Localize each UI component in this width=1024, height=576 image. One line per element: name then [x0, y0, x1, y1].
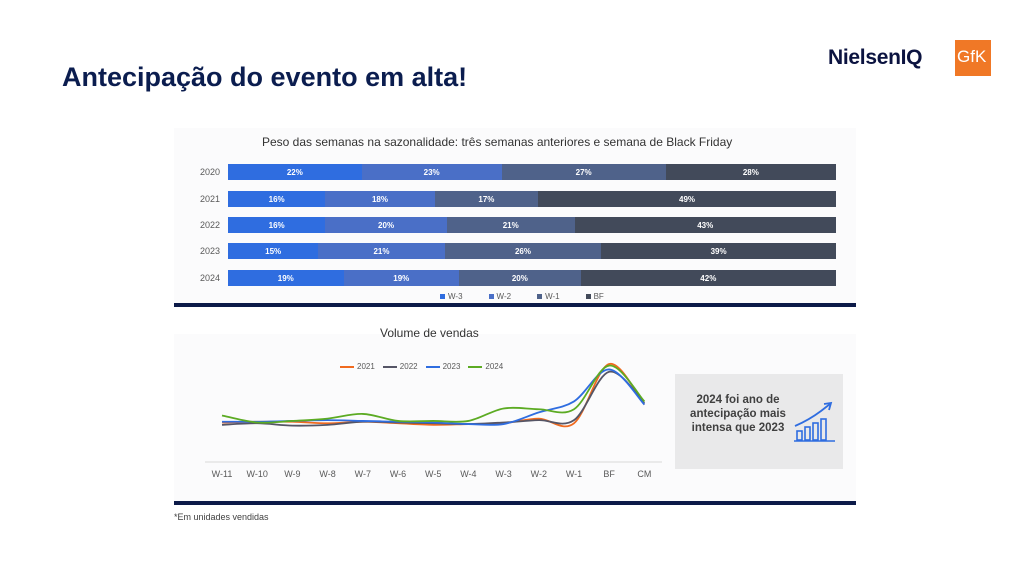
legend-swatch	[440, 294, 445, 299]
line-chart-title: Volume de vendas	[380, 326, 479, 340]
legend-label: W-3	[448, 292, 463, 301]
nielseniq-logo: NielsenIQ	[828, 46, 923, 69]
bar-chart-panel-divider	[174, 303, 856, 307]
bar-year-label: 2021	[199, 194, 220, 204]
bar-segment: 22%	[228, 164, 362, 180]
insight-callout: 2024 foi ano de antecipação mais intensa…	[675, 374, 843, 469]
bar-segment: 23%	[361, 164, 502, 180]
bar-row: 15% 21% 26% 39%	[228, 243, 836, 259]
legend-line-swatch	[468, 365, 483, 368]
x-tick-label: W-10	[246, 469, 268, 479]
bar-segment: 16%	[228, 217, 326, 233]
legend-line-swatch	[382, 365, 397, 368]
line-chart-legend: 2021 2022 2023 2024	[340, 362, 511, 371]
page-title: Antecipação do evento em alta!	[62, 62, 468, 92]
line-legend-item: 2023	[425, 362, 461, 371]
footnote: *Em unidades vendidas	[174, 512, 269, 522]
x-tick-label: BF	[603, 469, 615, 479]
x-tick-label: W-6	[389, 469, 407, 479]
bar-segment: 28%	[665, 164, 836, 180]
bar-segment: 49%	[538, 191, 836, 207]
legend-item: BF	[585, 292, 604, 301]
bar-row: 16% 20% 21% 43%	[228, 217, 836, 233]
bar-segment: 18%	[325, 191, 435, 207]
bar-chart-title: Peso das semanas na sazonalidade: três s…	[262, 135, 733, 149]
bar-row: 16% 18% 17% 49%	[228, 191, 836, 207]
bar-segment: 21%	[446, 217, 575, 233]
x-tick-label: W-2	[530, 469, 547, 479]
bar-segment: 19%	[343, 270, 460, 286]
x-tick-label: CM	[637, 469, 652, 479]
x-tick-label: W-1	[565, 469, 583, 479]
callout-text: 2024 foi ano de antecipação mais intensa…	[690, 394, 786, 434]
legend-label: W-2	[496, 292, 512, 301]
x-tick-label: W-4	[460, 469, 477, 479]
x-tick-label: W-7	[354, 469, 371, 479]
bar-row: 19% 19% 20% 42%	[228, 270, 836, 286]
legend-item: W-1	[537, 292, 560, 301]
bar-segment: 26%	[444, 243, 602, 259]
bar-segment: 16%	[228, 191, 326, 207]
legend-label: W-1	[545, 292, 560, 301]
legend-label: 2024	[485, 362, 504, 371]
legend-item: W-2	[488, 292, 512, 301]
line-legend-item: 2022	[382, 362, 418, 371]
legend-swatch	[537, 294, 543, 299]
gfk-logo-text: GfK	[957, 47, 987, 66]
gfk-logo: GfK	[955, 40, 991, 76]
bar-row: 22% 23% 27% 28%	[228, 164, 836, 180]
x-tick-label: W-11	[211, 469, 233, 479]
x-tick-label: W-9	[284, 469, 301, 479]
bar-segment: 27%	[501, 164, 666, 180]
legend-swatch	[585, 294, 591, 299]
x-tick-label: W-5	[425, 469, 442, 479]
legend-label: 2023	[442, 362, 461, 371]
bar-year-label: 2024	[199, 273, 220, 283]
x-tick-label: W-8	[319, 469, 336, 479]
bar-segment: 20%	[325, 217, 447, 233]
bar-segment: 42%	[580, 270, 836, 286]
legend-item: W-3	[440, 292, 463, 301]
bar-year-label: 2022	[199, 220, 220, 230]
legend-swatch	[488, 294, 494, 299]
legend-label: 2022	[399, 362, 418, 371]
bar-segment: 21%	[318, 243, 445, 259]
bar-segment: 19%	[228, 270, 344, 286]
bar-segment: 15%	[228, 243, 319, 259]
legend-label: 2021	[357, 362, 375, 371]
bar-year-label: 2023	[199, 246, 220, 256]
legend-line-swatch	[340, 365, 354, 368]
legend-line-swatch	[425, 365, 440, 368]
line-legend-item: 2024	[468, 362, 503, 371]
bar-year-label: 2020	[199, 167, 220, 177]
bar-segment: 43%	[574, 217, 836, 233]
legend-label: BF	[593, 292, 604, 301]
bar-segment: 17%	[434, 191, 539, 207]
line-legend-item: 2021	[340, 362, 375, 371]
growth-chart-icon	[794, 401, 835, 442]
x-tick-label: W-3	[495, 469, 512, 479]
line-chart-panel-divider	[174, 501, 856, 505]
bar-chart-legend: W-3 W-2 W-1 BF	[440, 292, 630, 301]
bar-segment: 39%	[601, 243, 836, 259]
bar-segment: 20%	[459, 270, 581, 286]
